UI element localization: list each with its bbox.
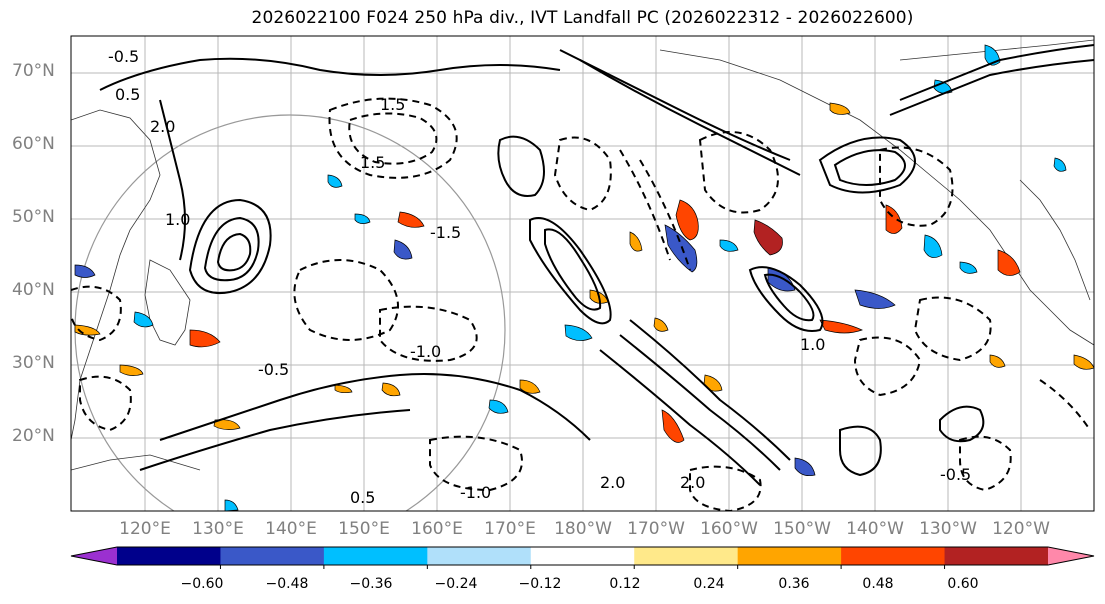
contour-label: -1.0 bbox=[460, 483, 491, 502]
colorbar-outline bbox=[70, 546, 1095, 566]
lon-label: 160°W bbox=[700, 519, 758, 539]
contour-label: 1.5 bbox=[360, 153, 385, 172]
contour-label: -1.5 bbox=[430, 223, 461, 242]
lon-label: 170°W bbox=[627, 519, 685, 539]
colorbar-tick-label: −0.48 bbox=[265, 576, 309, 592]
lon-label: 160°E bbox=[411, 519, 463, 539]
coastlines bbox=[71, 39, 1094, 471]
contour-label: 2.0 bbox=[680, 473, 705, 492]
negative-contours bbox=[71, 97, 1091, 511]
lon-label: 130°E bbox=[192, 519, 244, 539]
colorbar-segment bbox=[634, 547, 739, 565]
colorbar-tick-label: −0.24 bbox=[434, 576, 478, 592]
lat-label: 50°N bbox=[12, 207, 55, 227]
contour-label: -0.5 bbox=[108, 47, 139, 66]
colorbar-tick-label: 0.60 bbox=[947, 576, 979, 592]
colorbar-extend-high bbox=[1048, 547, 1094, 565]
lon-label: 120°E bbox=[119, 519, 171, 539]
colorbar-segment bbox=[117, 547, 221, 565]
colorbar-segment bbox=[530, 547, 635, 565]
colorbar-segment bbox=[737, 547, 842, 565]
colorbar-segment bbox=[220, 547, 325, 565]
contour-label: 0.5 bbox=[115, 85, 140, 104]
colorbar-tick-label: −0.60 bbox=[180, 576, 224, 592]
lon-label: 130°W bbox=[919, 519, 977, 539]
contour-label: -0.5 bbox=[258, 360, 289, 379]
contour-label: 1.0 bbox=[800, 335, 825, 354]
lat-label: 60°N bbox=[12, 134, 55, 154]
colorbar-segment bbox=[841, 547, 946, 565]
lon-label: 140°E bbox=[265, 519, 317, 539]
colorbar-tick-label: −0.12 bbox=[518, 576, 562, 592]
colorbar-extend-low bbox=[71, 547, 117, 565]
colorbar bbox=[70, 546, 1095, 569]
contour-label: 1.5 bbox=[380, 95, 405, 114]
contour-label: 0.5 bbox=[350, 488, 375, 507]
lat-label: 20°N bbox=[12, 426, 55, 446]
colorbar-segment bbox=[427, 547, 532, 565]
filled-anomaly-patches bbox=[74, 44, 1094, 511]
contour-label: 2.0 bbox=[600, 473, 625, 492]
colorbar-tick-label: 0.12 bbox=[609, 576, 641, 592]
plot-frame bbox=[70, 35, 1095, 512]
lon-label: 140°W bbox=[846, 519, 904, 539]
lon-label: 150°W bbox=[773, 519, 831, 539]
lat-label: 40°N bbox=[12, 280, 55, 300]
contour-label: 1.0 bbox=[165, 210, 190, 229]
lon-label: 180°W bbox=[554, 519, 612, 539]
colorbar-tick-label: 0.48 bbox=[862, 576, 894, 592]
positive-contours bbox=[99, 44, 1094, 486]
contour-label: -0.5 bbox=[940, 465, 971, 484]
colorbar-tick-label: 0.36 bbox=[778, 576, 810, 592]
map-title: 2026022100 F024 250 hPa div., IVT Landfa… bbox=[251, 8, 914, 28]
lat-label: 70°N bbox=[12, 61, 55, 81]
lat-label: 30°N bbox=[12, 353, 55, 373]
lon-label: 170°E bbox=[484, 519, 536, 539]
contour-labels: -0.5 0.5 2.0 1.5 -1.5 -1.0 1.0 -0.5 2.0 … bbox=[108, 47, 971, 507]
colorbar-tick-label: −0.36 bbox=[349, 576, 393, 592]
colorbar-segment bbox=[323, 547, 428, 565]
lon-label: 150°E bbox=[338, 519, 390, 539]
lon-label: 120°W bbox=[992, 519, 1050, 539]
contour-label: 2.0 bbox=[150, 117, 175, 136]
colorbar-tick-label: 0.24 bbox=[693, 576, 725, 592]
colorbar-segment bbox=[944, 547, 1049, 565]
contour-label: -1.0 bbox=[410, 342, 441, 361]
